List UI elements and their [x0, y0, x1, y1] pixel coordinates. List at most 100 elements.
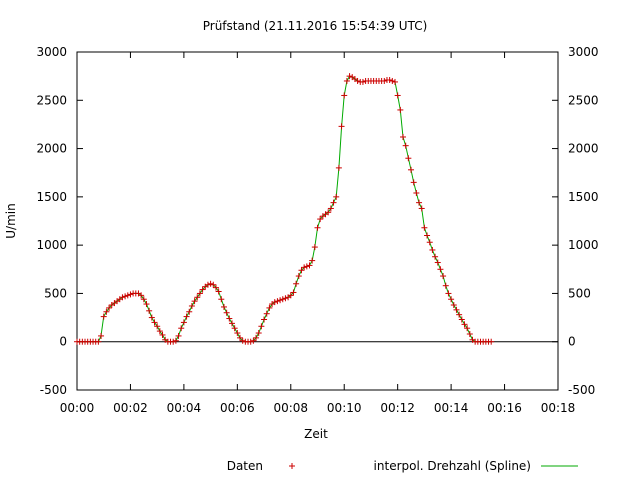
data-point — [170, 338, 177, 345]
data-point — [138, 292, 145, 299]
data-point — [250, 337, 257, 344]
y-tick-label-right: 2500 — [568, 93, 599, 107]
data-point — [338, 123, 345, 130]
data-point — [231, 325, 238, 332]
data-point — [405, 155, 412, 162]
data-point — [386, 77, 393, 84]
data-point — [434, 259, 441, 266]
data-point — [247, 338, 254, 345]
data-point — [488, 338, 495, 345]
data-point — [309, 257, 316, 264]
x-tick-label: 00:02 — [113, 401, 148, 415]
x-tick-label: 00:00 — [60, 401, 95, 415]
y-axis-label: U/min — [4, 203, 18, 238]
data-point — [148, 314, 155, 321]
y-tick-label-left: -500 — [40, 383, 67, 397]
data-point — [421, 224, 428, 231]
data-point — [106, 304, 113, 311]
x-tick-label: 00:14 — [434, 401, 469, 415]
data-point — [156, 328, 163, 335]
data-point — [218, 296, 225, 303]
data-point — [127, 291, 134, 298]
data-point — [354, 77, 361, 84]
data-point — [391, 78, 398, 85]
data-point — [461, 321, 468, 328]
data-point — [199, 286, 206, 293]
data-point — [226, 315, 233, 322]
data-point — [277, 297, 284, 304]
y-tick-label-left: 2000 — [36, 142, 67, 156]
data-point — [416, 199, 423, 206]
data-point — [279, 296, 286, 303]
data-point — [343, 77, 350, 84]
y-tick-label-left: 3000 — [36, 45, 67, 59]
legend: Daten interpol. Drehzahl (Spline) — [227, 459, 578, 473]
data-point — [453, 306, 460, 313]
data-point — [389, 77, 396, 84]
x-tick-label: 00:10 — [327, 401, 362, 415]
y-tick-label-right: 1000 — [568, 238, 599, 252]
legend-label-daten: Daten — [227, 459, 263, 473]
data-point — [418, 205, 425, 212]
data-point — [212, 284, 219, 291]
x-tick-label: 00:04 — [167, 401, 202, 415]
legend-marker-daten — [289, 463, 295, 469]
data-point — [95, 338, 102, 345]
data-point — [228, 320, 235, 327]
data-point — [314, 224, 321, 231]
data-point — [456, 311, 463, 318]
data-point — [204, 281, 211, 288]
data-point — [100, 313, 107, 320]
spline-series-line — [77, 75, 492, 343]
data-point — [146, 307, 153, 314]
data-point — [335, 164, 342, 171]
data-point — [263, 310, 270, 317]
chart-title: Prüfstand (21.11.2016 15:54:39 UTC) — [203, 19, 428, 33]
data-point — [180, 319, 187, 326]
x-tick-label: 00:12 — [380, 401, 415, 415]
y-tick-label-left: 500 — [44, 286, 67, 300]
data-point — [408, 166, 415, 173]
data-point — [397, 106, 404, 113]
data-point — [282, 295, 289, 302]
data-point — [295, 273, 302, 280]
legend-label-spline: interpol. Drehzahl (Spline) — [374, 459, 531, 473]
data-point — [186, 308, 193, 315]
legend-marker-plus — [289, 463, 295, 469]
data-point — [140, 296, 147, 303]
y-tick-label-right: 1500 — [568, 190, 599, 204]
axis-tick-labels: -500 -500 0 0 500 500 1000 1000 1500 1500 2000 2000… — [36, 45, 598, 415]
data-point — [426, 239, 433, 246]
data-point — [437, 266, 444, 273]
data-point — [325, 209, 332, 216]
data-point — [119, 294, 126, 301]
data-point — [258, 323, 265, 330]
x-tick-label: 00:06 — [220, 401, 255, 415]
data-point — [151, 319, 158, 326]
data-point — [207, 280, 214, 287]
data-point — [287, 292, 294, 299]
y-tick-label-left: 1000 — [36, 238, 67, 252]
plot-frame — [76, 51, 559, 391]
y-tick-label-right: 3000 — [568, 45, 599, 59]
data-point — [410, 179, 417, 186]
data-point — [220, 303, 227, 310]
data-point — [98, 332, 105, 339]
data-point — [255, 330, 262, 337]
data-point — [183, 313, 190, 320]
data-point — [424, 232, 431, 239]
data-point — [341, 92, 348, 99]
data-point — [333, 193, 340, 200]
data-point — [445, 290, 452, 297]
data-point — [450, 302, 457, 309]
data-point — [303, 263, 310, 270]
data-point — [239, 337, 246, 344]
y-tick-label-left: 0 — [59, 335, 67, 349]
data-point — [122, 293, 129, 300]
x-tick-label: 00:18 — [541, 401, 576, 415]
data-point — [143, 301, 150, 308]
data-point — [261, 316, 268, 323]
data-points — [74, 73, 495, 345]
y-tick-label-right: 2000 — [568, 142, 599, 156]
data-point — [175, 332, 182, 339]
